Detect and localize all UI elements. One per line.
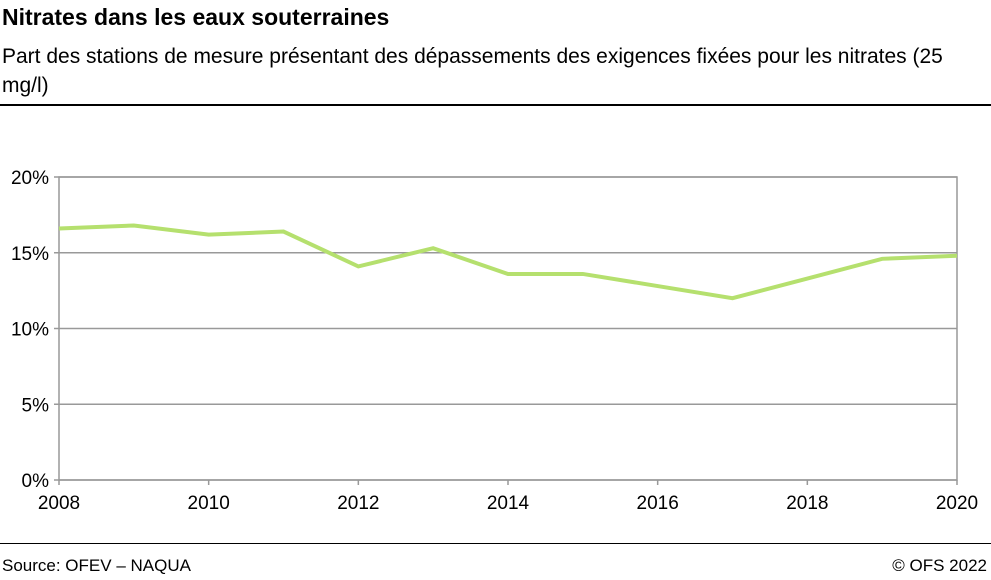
- x-tick-label: 2012: [337, 493, 379, 514]
- source-note: Source: OFEV – NAQUA: [2, 556, 191, 575]
- y-tick-label: 5%: [22, 395, 50, 416]
- series-line: [58, 223, 958, 301]
- x-tick-label: 2018: [786, 493, 828, 514]
- x-tick-label: 2016: [637, 493, 679, 514]
- y-tick-label: 20%: [11, 168, 49, 189]
- x-tick-label: 2008: [38, 493, 80, 514]
- copyright-note: © OFS 2022: [892, 556, 987, 575]
- x-tick-label: 2010: [188, 493, 230, 514]
- x-tick-label: 2020: [936, 493, 978, 514]
- y-tick-label: 15%: [11, 244, 49, 265]
- line-chart: 0% 5% 10% 15% 20% 2008 2010 2012 2014 2016 2018 202…: [11, 168, 978, 514]
- chart-title: Nitrates dans les eaux souterraines: [2, 4, 390, 30]
- y-tick-label: 10%: [11, 320, 49, 341]
- footer-rule: [0, 543, 991, 544]
- chart-subtitle: Part des stations de mesure présentant d…: [2, 45, 943, 97]
- y-tick-label: 0%: [22, 471, 50, 492]
- x-tick-label: 2014: [487, 493, 530, 514]
- header-rule: [0, 104, 991, 106]
